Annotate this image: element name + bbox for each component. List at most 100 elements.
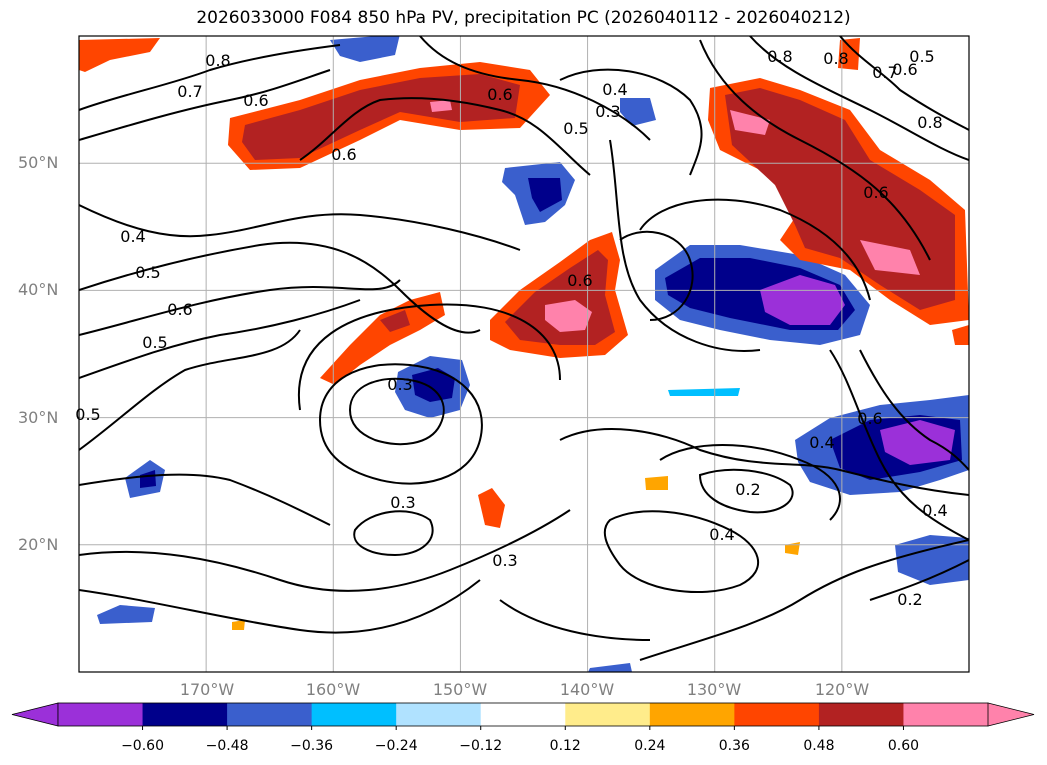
contour-label: 0.7 <box>177 82 202 101</box>
precip-blob <box>952 325 969 345</box>
precip-blob <box>730 110 770 135</box>
precip-blob <box>232 620 245 630</box>
pv-contour <box>297 303 561 411</box>
colorbar-swatch <box>227 703 313 726</box>
lon-tick-150w: 150°W <box>432 680 488 699</box>
colorbar <box>11 702 1035 730</box>
pv-contours <box>79 36 969 661</box>
colorbar-swatch <box>311 703 397 726</box>
contour-label: 0.5 <box>135 263 160 282</box>
lat-tick-50n: 50°N <box>18 153 59 172</box>
map-frame <box>78 35 970 673</box>
lon-tick-140w: 140°W <box>559 680 615 699</box>
contour-label: 0.3 <box>595 102 620 121</box>
colorbar-swatch <box>649 703 735 726</box>
pv-contour <box>79 329 301 451</box>
pv-contour <box>353 510 434 557</box>
pv-contour <box>79 473 331 526</box>
lat-tick-40n: 40°N <box>18 280 59 299</box>
precip-blob <box>668 388 740 396</box>
pv-contour <box>869 559 969 601</box>
contour-label: 0.3 <box>492 551 517 570</box>
colorbar-swatch <box>396 703 482 726</box>
contour-label: 0.5 <box>75 405 100 424</box>
colorbar-tick-label: −0.48 <box>205 738 249 754</box>
pv-contour <box>79 44 341 111</box>
pv-contour <box>79 204 521 251</box>
contour-label: 0.6 <box>567 271 592 290</box>
pv-contour <box>829 349 969 541</box>
contour-label: 0.6 <box>331 145 356 164</box>
colorbar-swatch <box>58 703 144 726</box>
precip-blob <box>895 535 969 585</box>
colorbar-tick-label: −0.12 <box>459 738 503 754</box>
precipitation-shading <box>79 36 969 672</box>
precip-blob <box>860 240 920 275</box>
contour-label: 0.6 <box>857 409 882 428</box>
contour-label: 0.7 <box>872 63 897 82</box>
pv-contour <box>79 241 481 334</box>
precip-blob <box>478 488 505 528</box>
gridlines <box>79 36 969 672</box>
pv-contour <box>839 36 969 131</box>
pv-contour <box>639 198 871 301</box>
pv-contour <box>79 509 571 592</box>
colorbar-extend-high <box>987 702 1035 727</box>
colorbar-swatch <box>734 703 820 726</box>
pv-contour <box>348 377 445 446</box>
pv-contour <box>559 68 703 176</box>
contour-label: 0.6 <box>487 85 512 104</box>
precip-blob <box>545 300 592 332</box>
contour-label: 0.6 <box>892 60 917 79</box>
contour-label: 0.5 <box>909 47 934 66</box>
colorbar-tick-label: 0.36 <box>718 738 750 754</box>
precip-blob <box>430 100 452 112</box>
contour-label: 0.4 <box>809 433 834 452</box>
pv-contour <box>299 97 591 176</box>
contour-label: 0.6 <box>167 300 192 319</box>
contour-label: 0.2 <box>735 480 760 499</box>
contour-label: 0.5 <box>563 119 588 138</box>
contour-label: 0.4 <box>602 80 627 99</box>
colorbar-tick-label: 0.60 <box>887 738 920 754</box>
pv-contour <box>499 599 651 641</box>
colorbar-extend-low <box>11 702 59 727</box>
pv-contour <box>699 39 931 261</box>
colorbar-frame <box>57 702 989 727</box>
lat-tick-20n: 20°N <box>18 535 59 554</box>
colorbar-swatch <box>903 703 989 726</box>
contour-label: 0.8 <box>767 47 792 66</box>
precip-blob <box>528 178 562 212</box>
contour-label: 0.6 <box>863 183 888 202</box>
lon-tick-130w: 130°W <box>686 680 742 699</box>
precip-blob <box>97 605 155 624</box>
pv-contour <box>559 428 969 496</box>
pv-contour <box>79 69 331 141</box>
lon-tick-160w: 160°W <box>305 680 361 699</box>
colorbar-tick-label: −0.36 <box>290 738 334 754</box>
precip-blob <box>380 310 410 332</box>
chart-title: 2026033000 F084 850 hPa PV, precipitatio… <box>196 8 851 28</box>
precip-blob <box>242 74 520 160</box>
precip-blob <box>838 38 860 70</box>
contour-label: 0.4 <box>922 501 947 520</box>
precip-blob <box>330 36 400 62</box>
pv-contour <box>318 363 483 485</box>
precip-blob <box>760 275 845 325</box>
contour-label: 0.4 <box>709 525 734 544</box>
precip-blob <box>320 292 445 385</box>
contour-label: 0.8 <box>823 49 848 68</box>
pv-contour <box>79 279 401 336</box>
pv-contour <box>609 139 761 352</box>
colorbar-tick-label: 0.24 <box>634 738 666 754</box>
colorbar-swatch <box>480 703 566 726</box>
colorbar-swatch <box>142 703 228 726</box>
precip-blob <box>588 663 632 672</box>
contour-label: 0.3 <box>390 493 415 512</box>
precip-blob <box>140 470 156 488</box>
pv-contour <box>659 444 841 521</box>
lon-tick-170w: 170°W <box>179 680 235 699</box>
pv-contour <box>639 539 969 661</box>
colorbar-swatch <box>818 703 904 726</box>
